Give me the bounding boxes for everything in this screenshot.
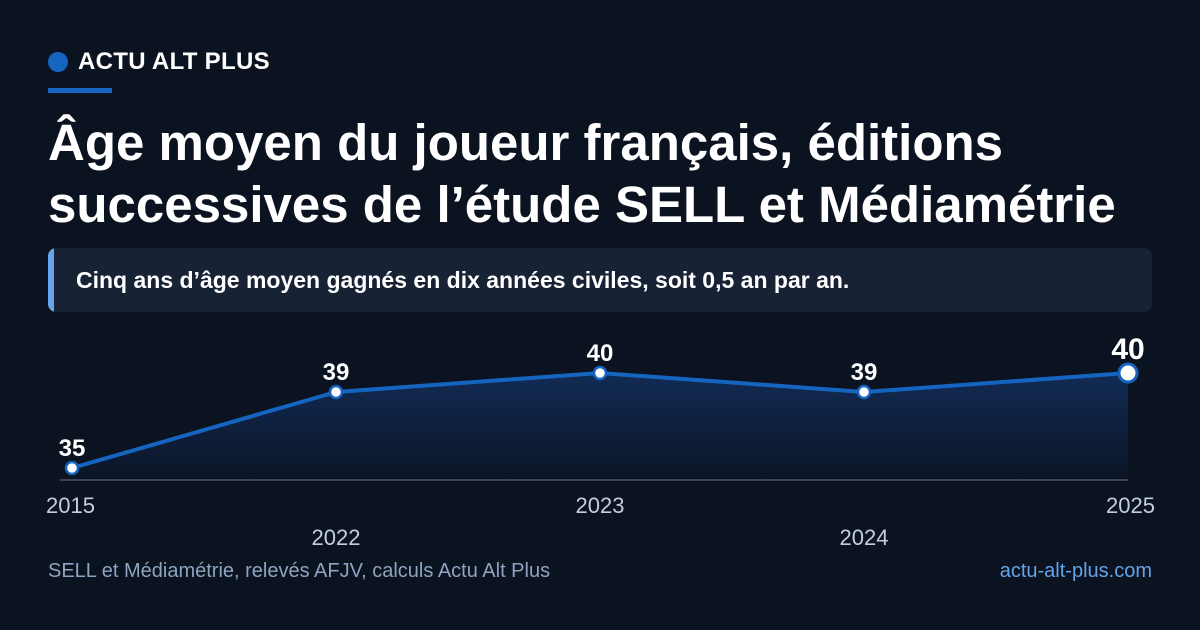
brand-underline bbox=[48, 88, 112, 93]
data-point bbox=[328, 384, 344, 400]
site-link[interactable]: actu-alt-plus.com bbox=[999, 560, 1152, 582]
source-note: SELL et Médiamétrie, relevés AFJV, calcu… bbox=[48, 560, 551, 582]
brand-dot-icon bbox=[48, 52, 68, 72]
data-label: 39 bbox=[323, 359, 350, 386]
callout-box: Cinq ans d’âge moyen gagnés en dix année… bbox=[48, 248, 1152, 312]
x-tick-label: 2022 bbox=[312, 525, 361, 550]
data-label: 35 bbox=[59, 435, 86, 462]
x-tick-label: 2025 bbox=[1106, 493, 1155, 518]
line-chart: 35 2015 39 2022 40 2023 39 2024 40 2025 bbox=[46, 333, 1155, 550]
callout-text: Cinq ans d’âge moyen gagnés en dix année… bbox=[76, 266, 850, 293]
data-point bbox=[856, 384, 872, 400]
x-tick-label: 2024 bbox=[840, 525, 889, 550]
data-point bbox=[64, 460, 80, 476]
data-label: 40 bbox=[587, 340, 614, 367]
data-point bbox=[1117, 362, 1139, 384]
data-point bbox=[592, 365, 608, 381]
callout-accent-bar bbox=[48, 248, 54, 312]
brand: ACTU ALT PLUS bbox=[48, 48, 270, 76]
x-tick-label: 2015 bbox=[46, 493, 95, 518]
brand-name: ACTU ALT PLUS bbox=[78, 48, 270, 75]
data-label: 39 bbox=[851, 359, 878, 386]
data-label: 40 bbox=[1111, 333, 1144, 366]
x-tick-label: 2023 bbox=[576, 493, 625, 518]
chart-title: Âge moyen du joueur français, éditions s… bbox=[48, 114, 1116, 233]
series-area bbox=[72, 373, 1128, 480]
